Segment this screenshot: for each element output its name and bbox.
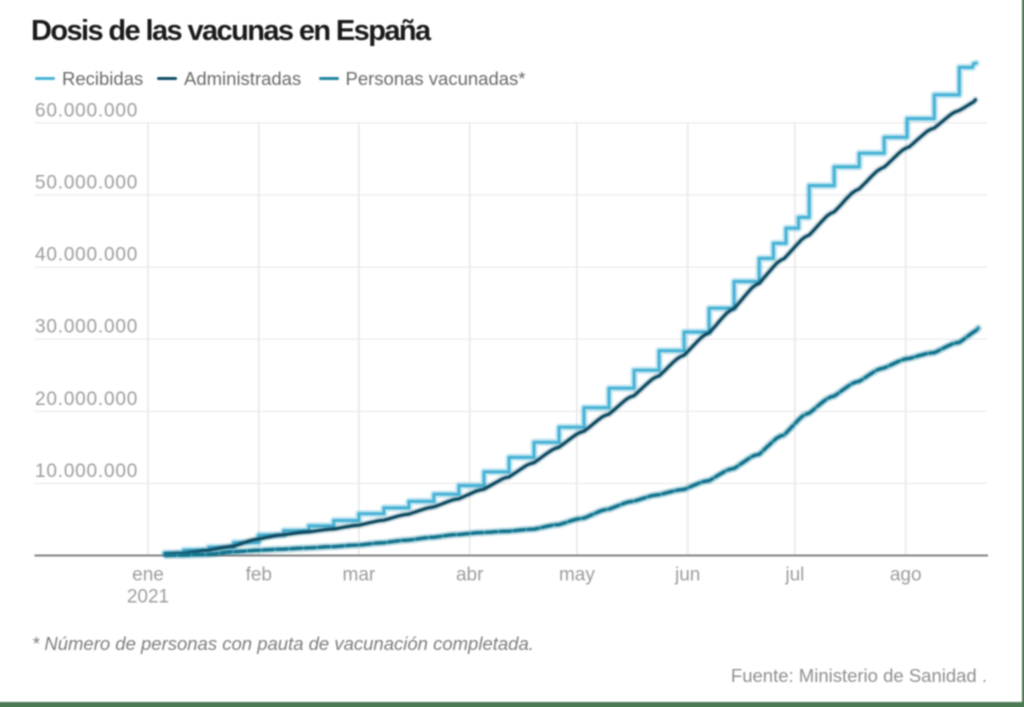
svg-text:40.000.000: 40.000.000	[35, 245, 138, 266]
svg-text:50.000.000: 50.000.000	[35, 173, 138, 194]
svg-text:abr: abr	[456, 565, 484, 586]
svg-text:20.000.000: 20.000.000	[35, 389, 138, 410]
svg-text:mar: mar	[343, 565, 376, 586]
svg-text:ago: ago	[890, 565, 922, 586]
svg-text:feb: feb	[246, 565, 272, 586]
svg-text:60.000.000: 60.000.000	[35, 100, 138, 121]
svg-text:ene: ene	[132, 565, 164, 586]
svg-text:10.000.000: 10.000.000	[35, 461, 138, 482]
svg-text:30.000.000: 30.000.000	[35, 317, 138, 338]
svg-text:jul: jul	[784, 565, 804, 586]
svg-text:2021: 2021	[127, 587, 169, 608]
svg-text:may: may	[559, 565, 595, 586]
svg-text:jun: jun	[674, 565, 700, 586]
